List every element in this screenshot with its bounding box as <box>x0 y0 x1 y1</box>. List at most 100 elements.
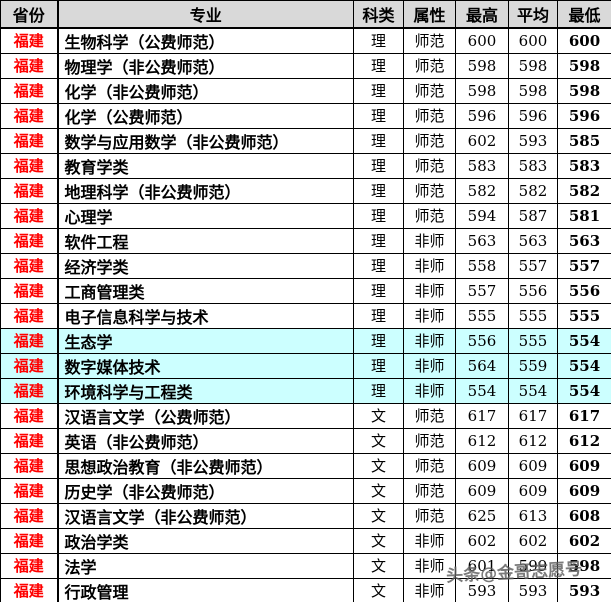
table-row: 福建 生态学 理 非师 556 555 554 <box>0 327 611 354</box>
cell-province: 福建 <box>0 502 59 529</box>
cell-province: 福建 <box>0 377 59 404</box>
cell-max-score: 556 <box>455 327 509 354</box>
cell-avg-score: 613 <box>508 502 558 529</box>
cell-attribute: 非师 <box>403 352 456 379</box>
cell-avg-score: 599 <box>508 552 558 579</box>
cell-attribute: 非师 <box>403 252 456 279</box>
cell-min-score: 612 <box>557 427 611 454</box>
cell-min-score: 608 <box>557 502 611 529</box>
cell-min-score: 581 <box>557 202 611 229</box>
cell-min-score: 598 <box>557 52 611 79</box>
cell-min-score: 600 <box>557 27 611 54</box>
cell-major: 法学 <box>57 552 354 579</box>
cell-province: 福建 <box>0 552 59 579</box>
cell-category: 理 <box>353 202 404 229</box>
cell-province: 福建 <box>0 452 59 479</box>
cell-major: 工商管理类 <box>57 277 354 304</box>
cell-category: 文 <box>353 527 404 554</box>
cell-major: 软件工程 <box>57 227 354 254</box>
cell-avg-score: 617 <box>508 402 558 429</box>
cell-avg-score: 612 <box>508 427 558 454</box>
cell-avg-score: 593 <box>508 127 558 154</box>
cell-avg-score: 609 <box>508 477 558 504</box>
cell-avg-score: 600 <box>508 27 558 54</box>
cell-attribute: 师范 <box>403 152 456 179</box>
cell-min-score: 582 <box>557 177 611 204</box>
cell-avg-score: 559 <box>508 352 558 379</box>
cell-min-score: 583 <box>557 152 611 179</box>
cell-category: 理 <box>353 127 404 154</box>
cell-max-score: 602 <box>455 127 509 154</box>
cell-avg-score: 563 <box>508 227 558 254</box>
table-row: 福建 行政管理 文 非师 593 593 593 <box>0 577 611 602</box>
cell-min-score: 554 <box>557 352 611 379</box>
cell-major: 数学与应用数学（非公费师范） <box>57 127 354 154</box>
cell-max-score: 625 <box>455 502 509 529</box>
cell-category: 理 <box>353 327 404 354</box>
column-header-major: 专业 <box>57 0 354 29</box>
table-row: 福建 政治学类 文 非师 602 602 602 <box>0 527 611 554</box>
cell-attribute: 师范 <box>403 477 456 504</box>
cell-category: 文 <box>353 577 404 602</box>
cell-attribute: 非师 <box>403 277 456 304</box>
table-row: 福建 物理学（非公费师范） 理 师范 598 598 598 <box>0 52 611 79</box>
cell-province: 福建 <box>0 527 59 554</box>
cell-major: 物理学（非公费师范） <box>57 52 354 79</box>
cell-category: 理 <box>353 27 404 54</box>
cell-major: 行政管理 <box>57 577 354 602</box>
column-header-province: 省份 <box>0 0 59 29</box>
cell-max-score: 558 <box>455 252 509 279</box>
cell-province: 福建 <box>0 77 59 104</box>
cell-avg-score: 555 <box>508 327 558 354</box>
cell-province: 福建 <box>0 227 59 254</box>
cell-min-score: 585 <box>557 127 611 154</box>
cell-province: 福建 <box>0 327 59 354</box>
cell-province: 福建 <box>0 202 59 229</box>
cell-attribute: 师范 <box>403 177 456 204</box>
cell-major: 经济学类 <box>57 252 354 279</box>
cell-attribute: 非师 <box>403 527 456 554</box>
cell-attribute: 非师 <box>403 327 456 354</box>
cell-min-score: 617 <box>557 402 611 429</box>
cell-province: 福建 <box>0 52 59 79</box>
cell-province: 福建 <box>0 252 59 279</box>
cell-max-score: 593 <box>455 577 509 602</box>
cell-attribute: 师范 <box>403 27 456 54</box>
cell-category: 理 <box>353 277 404 304</box>
cell-major: 汉语言文学（公费师范） <box>57 402 354 429</box>
cell-max-score: 609 <box>455 452 509 479</box>
cell-province: 福建 <box>0 177 59 204</box>
cell-min-score: 602 <box>557 527 611 554</box>
cell-max-score: 582 <box>455 177 509 204</box>
cell-attribute: 师范 <box>403 502 456 529</box>
cell-attribute: 非师 <box>403 552 456 579</box>
cell-min-score: 554 <box>557 327 611 354</box>
cell-major: 化学（公费师范） <box>57 102 354 129</box>
table-row: 福建 生物科学（公费师范） 理 师范 600 600 600 <box>0 27 611 54</box>
table-row: 福建 软件工程 理 非师 563 563 563 <box>0 227 611 254</box>
column-header-avg: 平均 <box>508 0 558 29</box>
table-row: 福建 工商管理类 理 非师 557 556 556 <box>0 277 611 304</box>
table-row: 福建 地理科学（非公费师范） 理 师范 582 582 582 <box>0 177 611 204</box>
cell-avg-score: 582 <box>508 177 558 204</box>
cell-major: 生态学 <box>57 327 354 354</box>
cell-min-score: 555 <box>557 302 611 329</box>
cell-province: 福建 <box>0 127 59 154</box>
cell-province: 福建 <box>0 302 59 329</box>
cell-category: 理 <box>353 52 404 79</box>
cell-category: 理 <box>353 377 404 404</box>
cell-major: 思想政治教育（非公费师范） <box>57 452 354 479</box>
cell-max-score: 594 <box>455 202 509 229</box>
cell-min-score: 598 <box>557 77 611 104</box>
cell-min-score: 563 <box>557 227 611 254</box>
cell-attribute: 师范 <box>403 77 456 104</box>
cell-category: 文 <box>353 552 404 579</box>
cell-category: 理 <box>353 302 404 329</box>
cell-attribute: 非师 <box>403 377 456 404</box>
cell-province: 福建 <box>0 577 59 602</box>
cell-max-score: 564 <box>455 352 509 379</box>
cell-province: 福建 <box>0 152 59 179</box>
cell-avg-score: 598 <box>508 52 558 79</box>
table-row: 福建 数字媒体技术 理 非师 564 559 554 <box>0 352 611 379</box>
cell-major: 英语（非公费师范） <box>57 427 354 454</box>
